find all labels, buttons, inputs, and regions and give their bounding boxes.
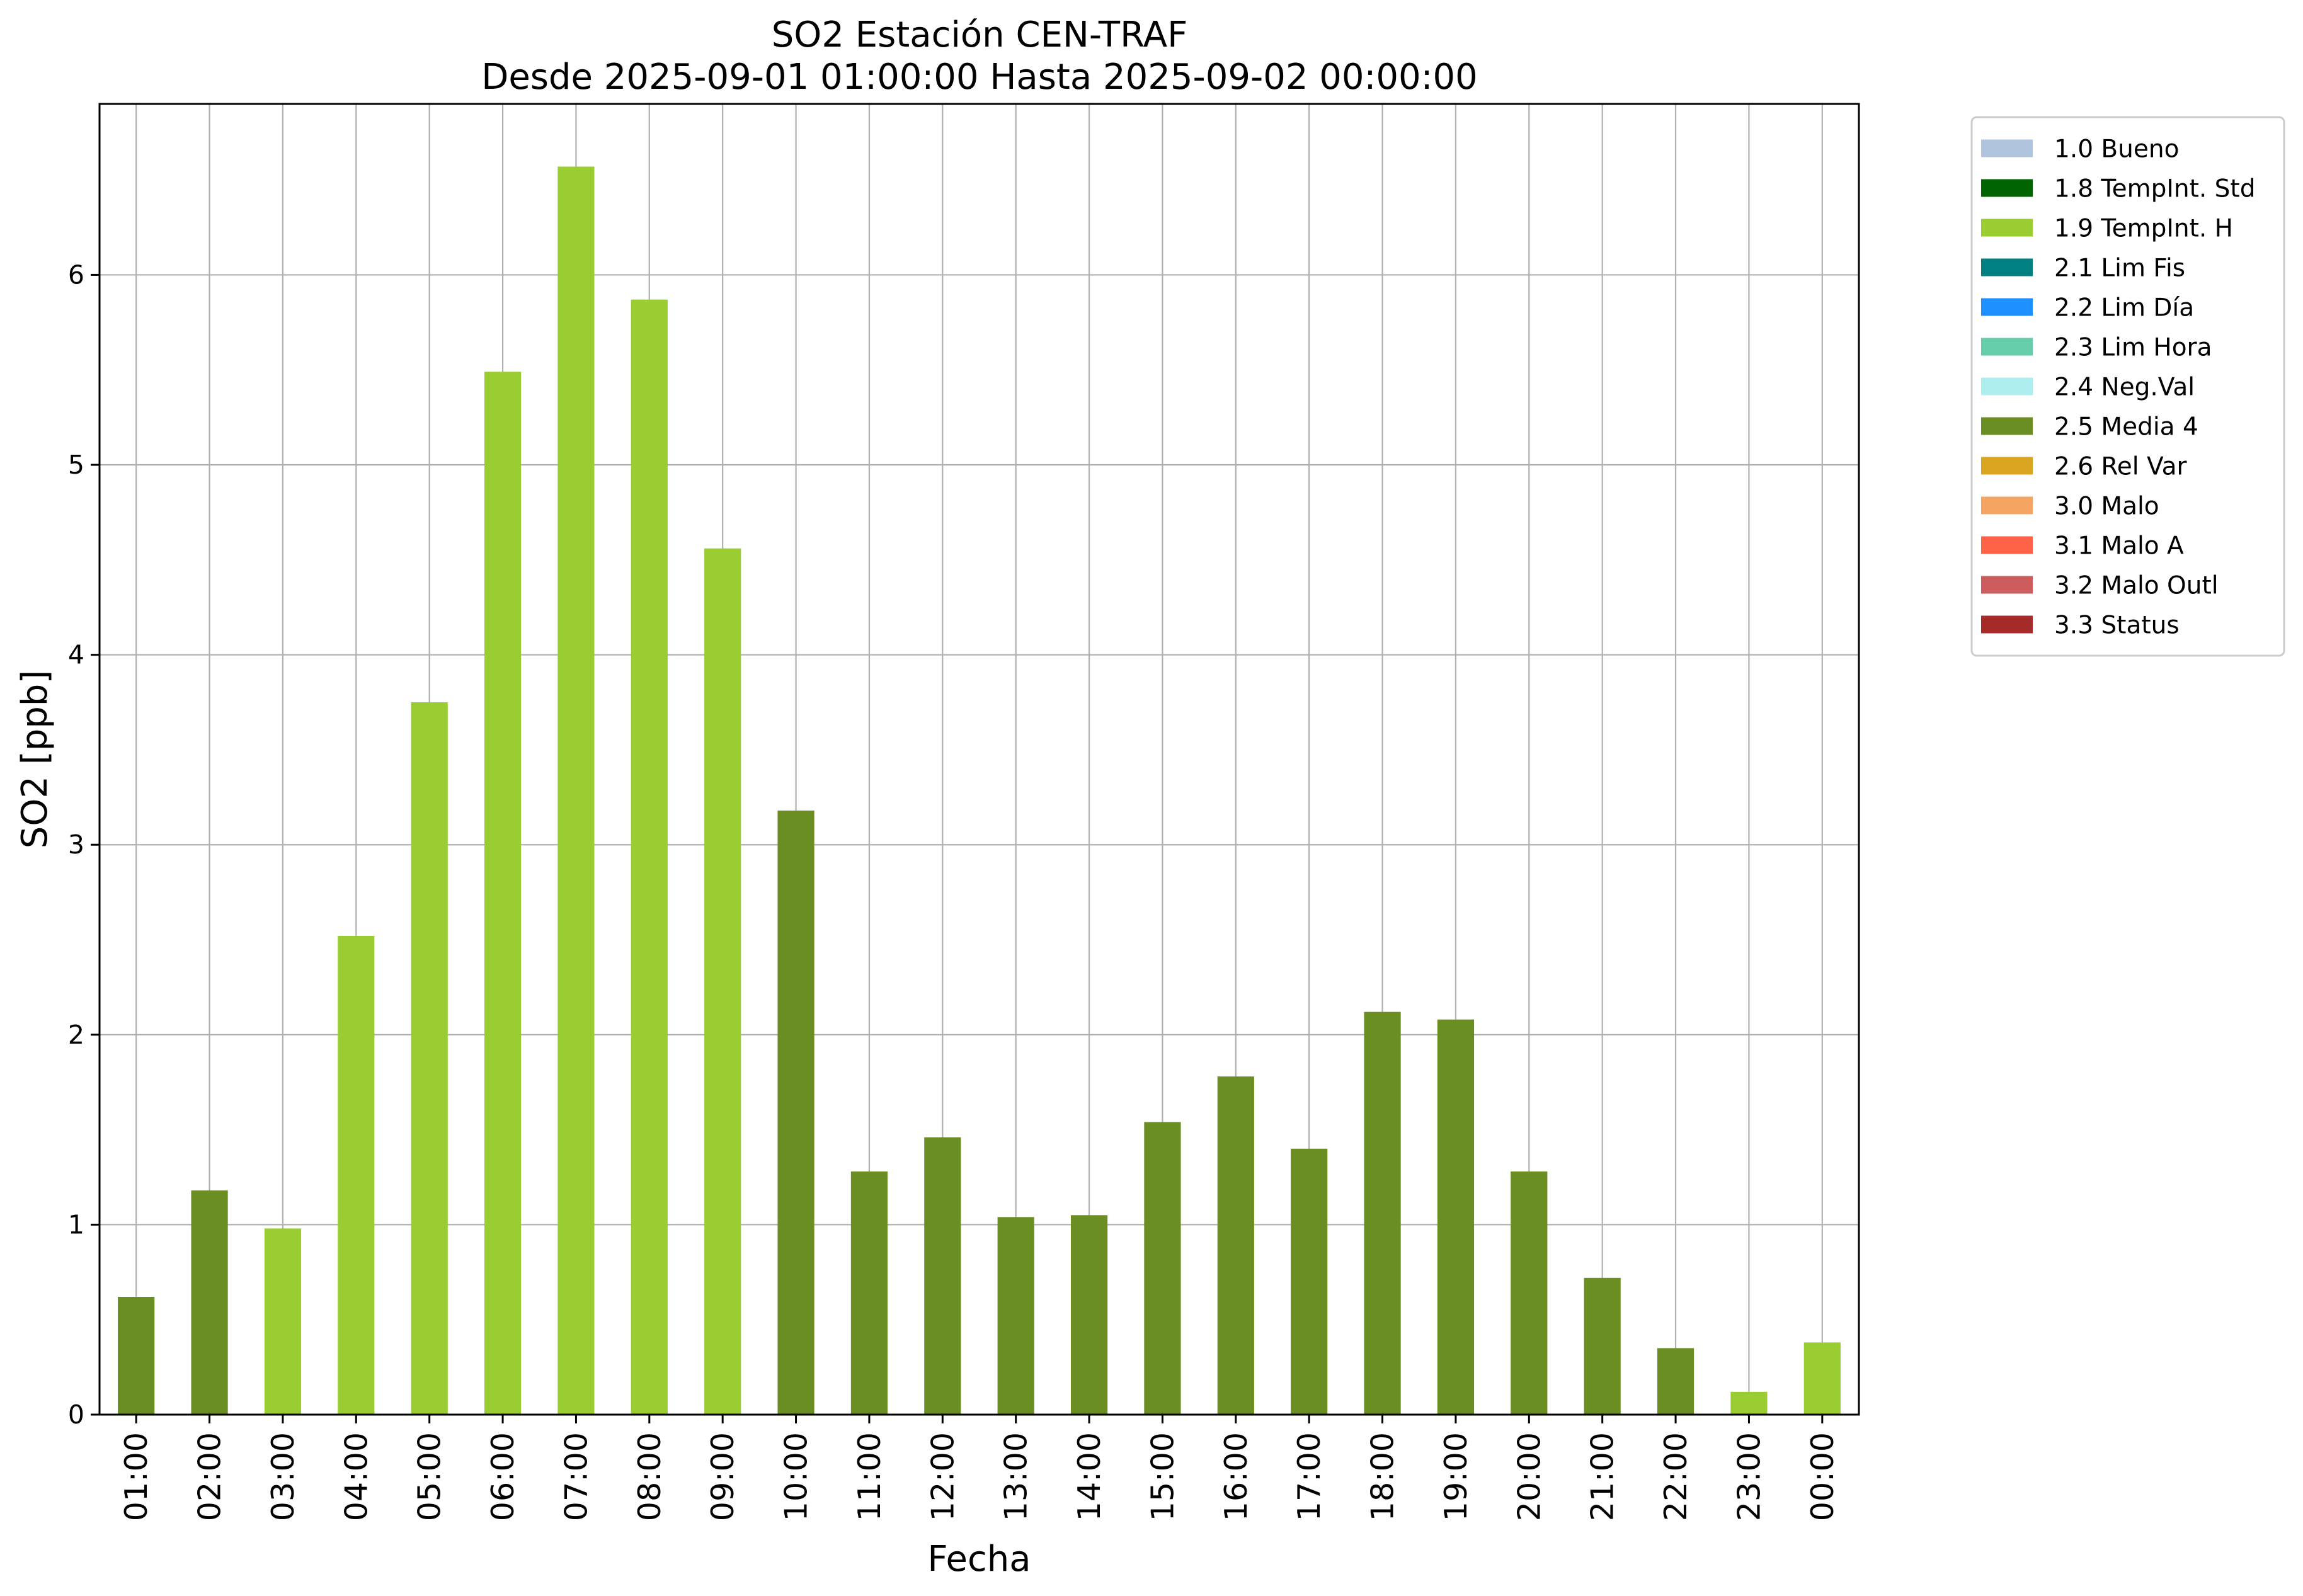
y-tick-label: 4 — [68, 640, 84, 670]
legend-swatch — [1981, 457, 2033, 475]
legend-swatch — [1981, 258, 2033, 276]
bar — [1511, 1171, 1548, 1415]
legend-swatch — [1981, 496, 2033, 515]
legend-swatch — [1981, 179, 2033, 197]
bars — [118, 166, 1841, 1415]
x-tick-label: 14:00 — [1071, 1432, 1107, 1521]
y-tick-label: 2 — [68, 1020, 84, 1050]
bar — [1144, 1122, 1181, 1415]
y-axis-label: SO2 [ppb] — [14, 670, 55, 848]
x-tick-label: 16:00 — [1218, 1432, 1254, 1521]
x-tick-label: 13:00 — [998, 1432, 1034, 1521]
x-tick-label: 03:00 — [265, 1432, 301, 1521]
bar — [704, 548, 741, 1415]
legend-label: 1.9 TempInt. H — [2054, 215, 2233, 243]
bar — [118, 1297, 155, 1415]
x-tick-label: 00:00 — [1805, 1432, 1841, 1521]
plot-frame — [98, 103, 1860, 1416]
bar — [850, 1171, 888, 1415]
x-tick-label: 08:00 — [632, 1432, 668, 1521]
legend-swatch — [1981, 298, 2033, 316]
legend-label: 3.0 Malo — [2054, 493, 2159, 521]
bar — [338, 935, 375, 1415]
y-axis: 0 1 2 3 4 5 6 — [68, 259, 100, 1430]
x-tick-label: 09:00 — [705, 1432, 741, 1521]
bar — [484, 372, 522, 1415]
legend-frame — [1970, 116, 2285, 657]
legend-label: 3.2 Malo Outl — [2054, 572, 2219, 600]
x-tick-label: 11:00 — [852, 1432, 888, 1521]
bar — [1584, 1277, 1621, 1415]
legend-swatch — [1981, 338, 2033, 356]
legend-label: 2.1 Lim Fis — [2054, 254, 2185, 283]
chart-title: SO2 Estación CEN-TRAF — [772, 14, 1188, 55]
bar — [777, 810, 814, 1415]
bar — [1070, 1215, 1108, 1415]
y-tick-label: 3 — [68, 829, 84, 860]
x-tick-label: 15:00 — [1145, 1432, 1180, 1521]
x-tick-label: 18:00 — [1365, 1432, 1401, 1521]
x-tick-label: 20:00 — [1511, 1432, 1547, 1521]
bar — [1437, 1019, 1475, 1415]
bar — [997, 1217, 1034, 1415]
legend-label: 1.8 TempInt. Std — [2054, 175, 2255, 203]
legend-label: 2.5 Media 4 — [2054, 413, 2198, 442]
x-tick-label: 22:00 — [1658, 1432, 1694, 1521]
legend-label: 3.3 Status — [2054, 612, 2180, 640]
bar — [1364, 1012, 1401, 1415]
legend-label: 2.2 Lim Día — [2054, 294, 2194, 322]
x-tick-label: 21:00 — [1585, 1432, 1621, 1521]
legend-label: 1.0 Bueno — [2054, 135, 2179, 164]
legend-swatch — [1981, 576, 2033, 594]
legend-swatch — [1981, 417, 2033, 435]
bar — [631, 299, 668, 1415]
legend-label: 2.6 Rel Var — [2054, 453, 2188, 481]
legend-swatch — [1981, 219, 2033, 237]
chart-title-group: SO2 Estación CEN-TRAF Desde 2025-09-01 0… — [481, 14, 1478, 98]
bar — [924, 1137, 961, 1415]
legend-label: 2.4 Neg.Val — [2054, 373, 2195, 402]
x-axis: 01:00 02:00 03:00 04:00 05:00 06:00 07:00 08:00… — [118, 1415, 1841, 1521]
y-tick-label: 0 — [68, 1399, 84, 1430]
x-tick-label: 19:00 — [1438, 1432, 1474, 1521]
legend-label: 2.3 Lim Hora — [2054, 334, 2212, 362]
bar — [1803, 1342, 1841, 1415]
x-tick-label: 17:00 — [1291, 1432, 1327, 1521]
legend-swatch — [1981, 536, 2033, 554]
bar — [411, 702, 448, 1415]
x-tick-label: 05:00 — [412, 1432, 448, 1521]
bar — [1730, 1391, 1768, 1415]
x-tick-label: 10:00 — [779, 1432, 814, 1521]
x-tick-label: 12:00 — [925, 1432, 961, 1521]
legend-label: 3.1 Malo A — [2054, 532, 2184, 561]
bar — [1657, 1348, 1694, 1415]
chart-subtitle: Desde 2025-09-01 01:00:00 Hasta 2025-09-… — [481, 57, 1478, 98]
legend-swatch — [1981, 615, 2033, 634]
legend-swatch — [1981, 377, 2033, 396]
legend-swatch — [1981, 139, 2033, 157]
bar — [1291, 1148, 1328, 1415]
bar — [191, 1190, 228, 1415]
x-tick-label: 04:00 — [338, 1432, 374, 1521]
y-tick-label: 5 — [68, 450, 84, 480]
x-tick-label: 23:00 — [1731, 1432, 1767, 1521]
x-tick-label: 07:00 — [558, 1432, 594, 1521]
x-tick-label: 01:00 — [118, 1432, 154, 1521]
bar — [1217, 1076, 1254, 1415]
y-tick-label: 1 — [68, 1209, 84, 1240]
legend: 1.0 Bueno 1.8 TempInt. Std 1.9 TempInt. H 2… — [1970, 116, 2285, 657]
bar — [264, 1228, 302, 1415]
bar — [557, 166, 595, 1415]
x-tick-label: 02:00 — [192, 1432, 228, 1521]
y-tick-label: 6 — [68, 259, 84, 290]
x-tick-label: 06:00 — [485, 1432, 521, 1521]
x-axis-label: Fecha — [927, 1539, 1031, 1580]
